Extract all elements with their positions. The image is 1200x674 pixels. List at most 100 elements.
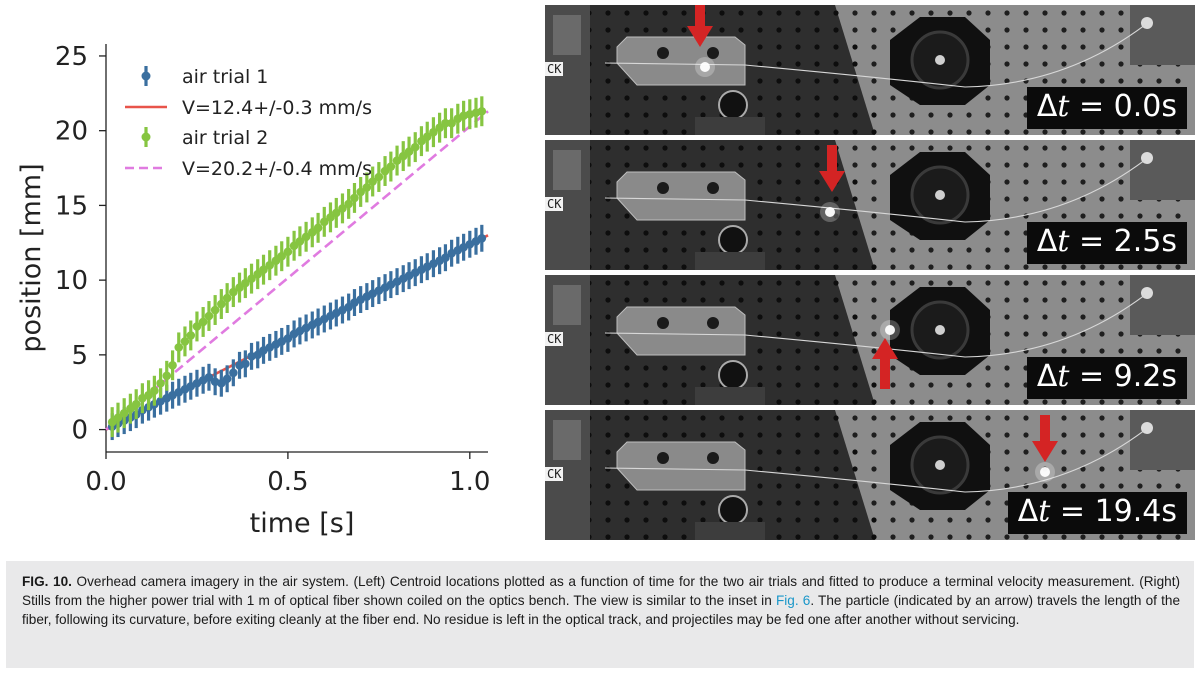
data-point — [131, 399, 141, 409]
data-point — [392, 156, 402, 165]
data-point — [241, 278, 250, 288]
caption-text-1: Overhead camera imagery in the air syste… — [22, 574, 1180, 608]
particle-arrow — [827, 145, 837, 173]
data-point — [162, 371, 172, 381]
data-point — [338, 204, 347, 213]
data-point — [192, 322, 202, 331]
data-point — [331, 208, 341, 218]
data-point — [350, 193, 359, 203]
data-point — [210, 305, 220, 315]
data-point — [435, 123, 444, 132]
data-point — [247, 274, 256, 283]
data-point — [319, 217, 329, 227]
time-offset-label: Δt = 0.0s — [1026, 87, 1187, 129]
still-frame-3: CK Δt = 9.2s — [545, 275, 1195, 405]
time-offset-label: Δt = 9.2s — [1026, 357, 1187, 399]
data-point — [241, 359, 250, 369]
data-point — [253, 269, 263, 279]
data-point — [301, 232, 311, 242]
x-tick-label: 1.0 — [449, 467, 490, 497]
data-point — [356, 187, 365, 197]
x-tick-label: 0.5 — [267, 467, 308, 497]
legend-label: V=12.4+/-0.3 mm/s — [182, 97, 372, 119]
data-point — [283, 334, 293, 343]
data-point — [119, 408, 129, 418]
camera-stills-panel: CK Δt = 0.0s CK Δt = 2.5s CK Δt = 9.2s C… — [545, 5, 1195, 540]
data-point — [259, 265, 268, 274]
figure-label: FIG. 10. — [22, 574, 72, 589]
data-point — [374, 172, 384, 182]
data-point — [217, 378, 226, 388]
data-point — [307, 228, 317, 237]
still-frame-2: CK Δt = 2.5s — [545, 140, 1195, 270]
y-tick-label: 20 — [55, 117, 88, 147]
data-point — [265, 260, 275, 270]
figure-caption: FIG. 10. Overhead camera imagery in the … — [6, 561, 1194, 668]
data-point — [477, 106, 487, 116]
data-point — [386, 162, 396, 171]
particle-arrow-head — [819, 171, 845, 192]
y-axis-label: position [mm] — [16, 163, 47, 352]
still-frame-1: CK Δt = 0.0s — [545, 5, 1195, 135]
data-point — [417, 136, 426, 146]
data-point — [326, 213, 335, 222]
data-point — [271, 256, 281, 266]
particle-arrow — [1040, 415, 1050, 443]
data-point — [283, 247, 293, 257]
caption-text-2: . The particle (indicated by an arrow) t… — [22, 593, 1181, 627]
frame-side-label: CK — [545, 197, 564, 211]
data-point — [344, 199, 353, 209]
data-point — [144, 390, 153, 400]
data-point — [404, 147, 414, 156]
frame-side-label: CK — [545, 467, 564, 481]
data-point — [477, 233, 487, 243]
frame-side-label: CK — [545, 332, 564, 346]
x-tick-label: 0.0 — [85, 467, 126, 497]
legend-marker — [141, 132, 151, 142]
data-point — [277, 251, 287, 261]
data-point — [222, 374, 232, 384]
data-point — [429, 127, 438, 137]
data-point — [150, 386, 159, 396]
data-point — [229, 368, 238, 378]
data-point — [253, 350, 263, 360]
data-point — [410, 142, 420, 152]
data-point — [229, 287, 238, 297]
time-offset-label: Δt = 19.4s — [1007, 492, 1187, 534]
position-time-chart: 0 5 10 15 20 25 0.0 0.5 1.0 time [s] position [mm]… — [16, 42, 490, 539]
data-point — [295, 236, 305, 246]
data-point — [447, 118, 456, 128]
data-point — [204, 372, 214, 382]
time-offset-label: Δt = 2.5s — [1026, 222, 1187, 264]
y-tick-label: 10 — [55, 266, 88, 296]
data-point — [222, 293, 232, 303]
data-point — [313, 223, 323, 233]
figure-link[interactable]: Fig. 6 — [775, 593, 811, 608]
legend-label: air trial 1 — [182, 66, 268, 88]
legend-marker — [141, 71, 151, 81]
data-point — [113, 413, 123, 422]
data-point — [126, 404, 135, 413]
particle-arrow-head — [872, 338, 898, 359]
data-point — [198, 317, 208, 327]
frame-side-label: CK — [545, 62, 564, 76]
x-axis-label: time [s] — [250, 508, 355, 539]
y-tick-label: 5 — [71, 341, 88, 371]
still-photo-3 — [545, 275, 1195, 405]
data-point — [156, 378, 165, 388]
data-point — [168, 361, 177, 370]
data-point — [174, 343, 184, 352]
data-point — [422, 132, 432, 141]
data-point — [180, 337, 190, 346]
legend-label: V=20.2+/-0.4 mm/s — [182, 158, 372, 180]
data-point — [398, 151, 408, 161]
particle-arrow-head — [1032, 441, 1058, 462]
data-point — [289, 241, 299, 251]
data-point — [344, 302, 353, 312]
particle-arrow — [880, 357, 890, 389]
data-point — [186, 331, 196, 340]
data-point — [380, 166, 390, 176]
data-point — [107, 417, 117, 427]
data-point — [368, 177, 377, 186]
data-point — [441, 118, 450, 128]
